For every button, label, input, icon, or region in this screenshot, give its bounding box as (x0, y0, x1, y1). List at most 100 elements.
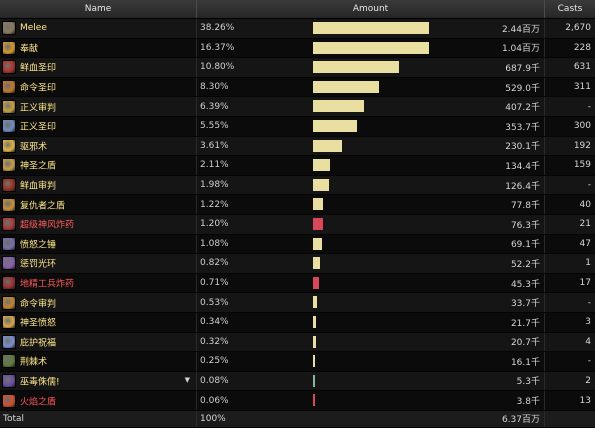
ability-casts: 192 (545, 136, 595, 156)
ability-percent: 0.53% (197, 293, 313, 313)
ability-name: 惩罚光环 (20, 260, 56, 270)
ability-name: 奉献 (20, 44, 38, 54)
ability-name-cell[interactable]: 神圣之盾 (0, 156, 197, 176)
total-pct: 100% (197, 410, 313, 427)
ability-amount: 2.44百万 (429, 19, 545, 39)
ability-name-cell[interactable]: 庇护祝福 (0, 332, 197, 352)
spell-icon (2, 296, 16, 310)
ability-name-cell[interactable]: 地精工兵炸药 (0, 273, 197, 293)
ability-bar-cell (313, 293, 429, 313)
ability-bar-cell (313, 195, 429, 215)
ability-percent: 0.06% (197, 391, 313, 411)
ability-bar-cell (313, 116, 429, 136)
ability-casts: - (545, 293, 595, 313)
spell-icon (2, 237, 16, 251)
ability-percent: 1.22% (197, 195, 313, 215)
ability-name-cell[interactable]: 鲜血审判 (0, 175, 197, 195)
ability-casts: 2 (545, 371, 595, 391)
ability-amount: 3.8千 (429, 391, 545, 411)
ability-amount: 5.3千 (429, 371, 545, 391)
ability-name-cell[interactable]: 奉献 (0, 38, 197, 58)
ability-name: Melee (20, 23, 47, 33)
total-label: Total (0, 410, 197, 427)
ability-name: 地精工兵炸药 (20, 280, 74, 290)
ability-name-cell[interactable]: 超级神风炸药 (0, 214, 197, 234)
ability-name: 庇护祝福 (20, 338, 56, 348)
column-header-amount[interactable]: Amount (197, 0, 545, 19)
ability-name-cell[interactable]: 巫毒侏儒! ▼ (0, 371, 197, 391)
spell-icon (2, 119, 16, 133)
ability-amount-bar (313, 120, 357, 132)
spell-icon (2, 276, 16, 290)
ability-amount-bar (313, 179, 329, 191)
ability-bar-cell (313, 371, 429, 391)
ability-amount-bar (313, 61, 399, 73)
ability-name-cell[interactable]: 神圣愤怒 (0, 312, 197, 332)
column-header-casts[interactable]: Casts (545, 0, 595, 19)
spell-icon (2, 41, 16, 55)
ability-casts: - (545, 175, 595, 195)
spell-icon (2, 60, 16, 74)
ability-name-cell[interactable]: 命令圣印 (0, 77, 197, 97)
ability-amount: 45.3千 (429, 273, 545, 293)
ability-amount-bar (313, 238, 322, 250)
spell-icon (2, 139, 16, 153)
ability-name-cell[interactable]: 愤怒之锤 (0, 234, 197, 254)
ability-name-cell[interactable]: 正义圣印 (0, 116, 197, 136)
ability-casts: 159 (545, 156, 595, 176)
ability-name-cell[interactable]: 驱邪术 (0, 136, 197, 156)
ability-bar-cell (313, 391, 429, 411)
ability-amount-bar (313, 336, 316, 348)
ability-name-cell[interactable]: 火焰之盾 (0, 391, 197, 411)
spell-icon (2, 80, 16, 94)
ability-amount-bar (313, 81, 379, 93)
ability-amount: 407.2千 (429, 97, 545, 117)
column-header-name[interactable]: Name (0, 0, 197, 19)
ability-amount: 52.2千 (429, 254, 545, 274)
ability-name-cell[interactable]: 命令审判 (0, 293, 197, 313)
ability-amount-bar (313, 159, 330, 171)
spell-icon (2, 374, 16, 388)
ability-name-cell[interactable]: 荆棘术 (0, 352, 197, 372)
ability-name: 神圣愤怒 (20, 319, 56, 329)
ability-name: 命令圣印 (20, 84, 56, 94)
ability-name-cell[interactable]: 正义审判 (0, 97, 197, 117)
expand-caret-icon[interactable]: ▼ (185, 376, 190, 384)
ability-name-cell[interactable]: Melee (0, 19, 197, 39)
ability-name-cell[interactable]: 鲜血圣印 (0, 58, 197, 78)
ability-amount-bar (313, 355, 315, 367)
spell-icon (2, 217, 16, 231)
ability-amount-bar (313, 375, 315, 387)
ability-name-cell[interactable]: 惩罚光环 (0, 254, 197, 274)
ability-casts: 21 (545, 214, 595, 234)
ability-name-cell[interactable]: 复仇者之盾 (0, 195, 197, 215)
ability-casts: 631 (545, 58, 595, 78)
ability-casts: 300 (545, 116, 595, 136)
ability-name: 巫毒侏儒! (20, 377, 60, 387)
ability-amount-bar (313, 42, 429, 54)
ability-amount: 21.7千 (429, 312, 545, 332)
ability-percent: 1.98% (197, 175, 313, 195)
ability-percent: 0.08% (197, 371, 313, 391)
